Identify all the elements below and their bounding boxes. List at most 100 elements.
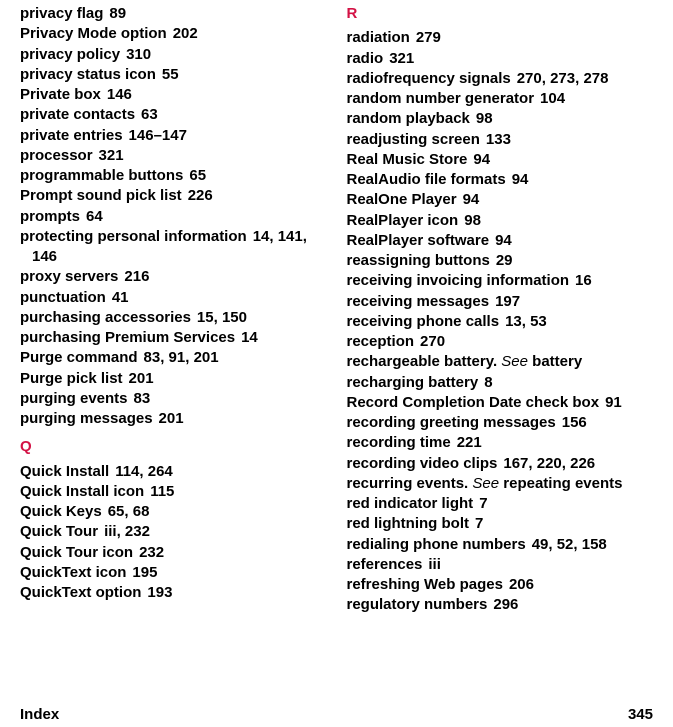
index-entry: recharging battery 8 [347, 373, 654, 393]
section-letter-q: Q [20, 437, 327, 457]
index-entry: purchasing accessories 15, 150 [20, 308, 327, 328]
index-pages: 94 [473, 151, 490, 168]
index-term: radiofrequency signals [347, 70, 511, 87]
index-term: receiving messages [347, 293, 490, 310]
index-pages: 270, 273, 278 [517, 70, 609, 87]
index-entry: purging events 83 [20, 389, 327, 409]
index-term: Private box [20, 86, 101, 103]
index-entry: purging messages201 [20, 409, 327, 429]
index-entry: RealAudio file formats 94 [347, 170, 654, 190]
index-entry: Quick Tour icon232 [20, 543, 327, 563]
index-term: privacy policy [20, 46, 120, 63]
index-term: privacy status icon [20, 66, 156, 83]
index-entry: random number generator 104 [347, 89, 654, 109]
index-term: references [347, 556, 423, 573]
index-pages: 146 [107, 86, 132, 103]
index-entry: red indicator light7 [347, 494, 654, 514]
index-term: recurring events. [347, 475, 469, 492]
index-term: receiving phone calls [347, 313, 500, 330]
index-term: protecting personal information [20, 228, 247, 245]
index-term: radio [347, 50, 384, 67]
index-pages: 83, 91, 201 [144, 349, 219, 366]
index-pages: 94 [495, 232, 512, 249]
index-term: Quick Keys [20, 503, 102, 520]
index-pages: 65 [189, 167, 206, 184]
index-term: private entries [20, 127, 123, 144]
index-entry: Purge pick list201 [20, 369, 327, 389]
index-term: red lightning bolt [347, 515, 469, 532]
index-entry: Quick Install icon115 [20, 482, 327, 502]
index-term: RealAudio file formats [347, 171, 506, 188]
index-entry: RealPlayer software 94 [347, 231, 654, 251]
index-entry: referencesiii [347, 555, 654, 575]
index-pages: 94 [463, 191, 480, 208]
index-entry: red lightning bolt7 [347, 514, 654, 534]
index-term: regulatory numbers [347, 596, 488, 613]
index-term: recording greeting messages [347, 414, 556, 431]
index-pages: 206 [509, 576, 534, 593]
index-entry: privacy flag89 [20, 4, 327, 24]
index-term: purging messages [20, 410, 153, 427]
footer-title: Index [20, 706, 59, 723]
index-pages: 13, 53 [505, 313, 547, 330]
index-entry: privacy status icon55 [20, 65, 327, 85]
index-pages: 64 [86, 208, 103, 225]
left-column: privacy flag89Privacy Mode option202priv… [20, 4, 327, 616]
index-pages: 98 [464, 212, 481, 229]
index-term: prompts [20, 208, 80, 225]
index-entry: Quick Tour iii, 232 [20, 522, 327, 542]
index-pages: 133 [486, 131, 511, 148]
index-columns: privacy flag89Privacy Mode option202priv… [20, 0, 653, 616]
index-pages: 49, 52, 158 [532, 536, 607, 553]
index-entry: reassigning buttons29 [347, 251, 654, 271]
index-term: purchasing accessories [20, 309, 191, 326]
index-term: purging events [20, 390, 128, 407]
index-pages: 29 [496, 252, 513, 269]
index-term: random number generator [347, 90, 535, 107]
index-pages: 195 [132, 564, 157, 581]
index-pages: 197 [495, 293, 520, 310]
index-term: Privacy Mode option [20, 25, 167, 42]
index-pages: iii, 232 [104, 523, 150, 540]
index-term: rechargeable battery. [347, 353, 498, 370]
index-pages: 193 [147, 584, 172, 601]
index-pages: 296 [493, 596, 518, 613]
index-pages: 14 [241, 329, 258, 346]
index-pages: 321 [389, 50, 414, 67]
index-pages: 7 [479, 495, 487, 512]
index-entry: private entries146–147 [20, 126, 327, 146]
index-entry: proxy servers216 [20, 267, 327, 287]
index-term: recording video clips [347, 455, 498, 472]
index-entry: protecting personal information14, 141, … [20, 227, 327, 268]
index-term: receiving invoicing information [347, 272, 570, 289]
index-term: RealOne Player [347, 191, 457, 208]
index-entry: Quick Install114, 264 [20, 462, 327, 482]
index-pages: 104 [540, 90, 565, 107]
index-entry: Record Completion Date check box91 [347, 393, 654, 413]
index-term: RealPlayer software [347, 232, 490, 249]
index-term: Quick Tour [20, 523, 98, 540]
index-term: processor [20, 147, 93, 164]
index-term: Quick Tour icon [20, 544, 133, 561]
index-entry: Quick Keys65, 68 [20, 502, 327, 522]
index-entry: rechargeable battery. See battery [347, 352, 654, 372]
index-pages: 310 [126, 46, 151, 63]
entries-q: Quick Install114, 264Quick Install icon1… [20, 462, 327, 604]
index-term: QuickText option [20, 584, 141, 601]
index-pages: 89 [109, 5, 126, 22]
index-entry: Prompt sound pick list226 [20, 186, 327, 206]
index-pages: 115 [150, 483, 174, 500]
index-pages: 41 [112, 289, 129, 306]
index-pages: 83 [134, 390, 151, 407]
index-term: Record Completion Date check box [347, 394, 600, 411]
index-entry: prompts 64 [20, 207, 327, 227]
index-entry: Purge command83, 91, 201 [20, 348, 327, 368]
index-entry: regulatory numbers 296 [347, 595, 654, 615]
index-entry: privacy policy 310 [20, 45, 327, 65]
index-pages: 15, 150 [197, 309, 247, 326]
index-entry: Privacy Mode option202 [20, 24, 327, 44]
index-term: recharging battery [347, 374, 479, 391]
index-pages: 8 [484, 374, 492, 391]
index-pages: 94 [512, 171, 529, 188]
index-entry: programmable buttons65 [20, 166, 327, 186]
